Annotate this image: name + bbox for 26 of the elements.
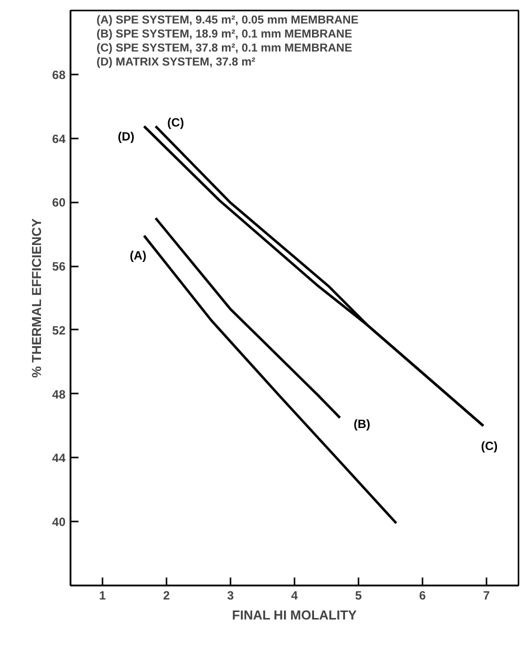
annotation: (D) MATRIX SYSTEM, 37.8 m² — [96, 56, 256, 68]
x-tick-label: 2 — [163, 588, 170, 602]
y-tick-label: 56 — [52, 260, 66, 274]
x-tick-label: 3 — [227, 588, 234, 602]
series-label: (B) — [354, 416, 370, 431]
x-tick-label: 5 — [355, 588, 362, 602]
y-tick-label: 48 — [52, 387, 66, 402]
y-tick-label: 60 — [52, 196, 66, 210]
text: (C) — [480, 438, 498, 453]
annotation: (B) SPE SYSTEM, 18.9 m², 0.1 mm MEMBRANE — [96, 28, 352, 40]
annotation: (C) SPE SYSTEM, 37.8 m², 0.1 mm MEMBRANE — [96, 42, 352, 54]
series-label: (A) — [130, 248, 146, 263]
y-tick-label: 64 — [52, 132, 66, 146]
x-axis-title: FINAL HI MOLALITY — [232, 608, 358, 622]
y-tick-label: 68 — [52, 68, 66, 82]
x-tick-label: 6 — [419, 588, 426, 602]
series-label: (D) — [118, 129, 134, 144]
x-tick-label: 4 — [291, 588, 298, 602]
annotation: (A) SPE SYSTEM, 9.45 m², 0.05 mm MEMBRANE — [96, 14, 359, 26]
x-tick-label: 7 — [483, 588, 490, 602]
x-tick-label: 1 — [99, 588, 106, 602]
y-tick-label: 44 — [52, 451, 66, 466]
y-tick-label: 40 — [52, 515, 66, 530]
y-axis-title: % THERMAL EFFICIENCY — [29, 218, 44, 378]
series-label: (C) — [167, 115, 184, 130]
y-tick-label: 52 — [52, 323, 66, 338]
